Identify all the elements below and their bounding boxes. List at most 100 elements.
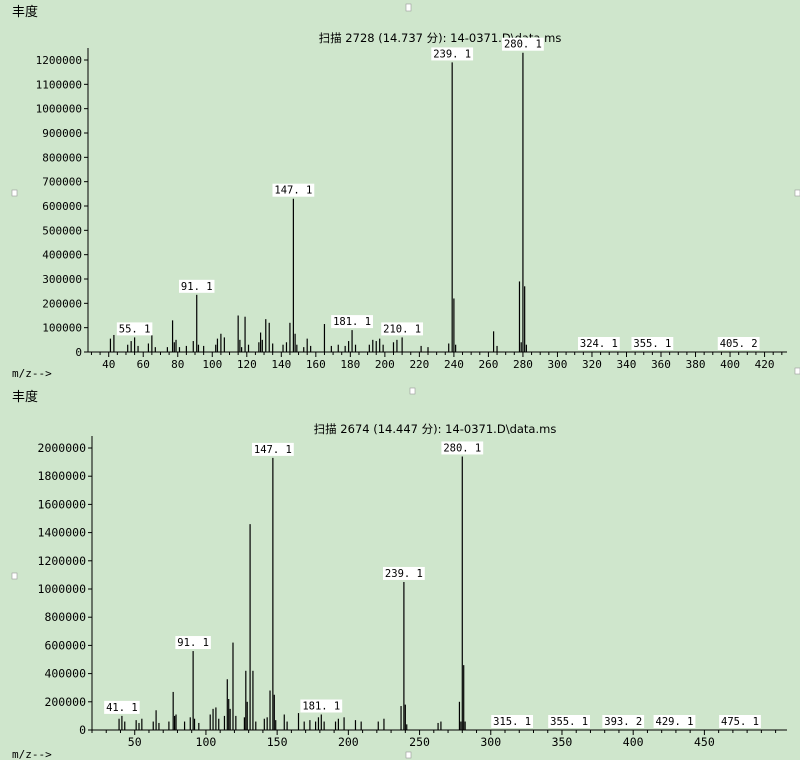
peak-label-bg xyxy=(382,566,425,580)
y-tick-label: 800000 xyxy=(42,151,82,164)
resize-handle-right-top[interactable] xyxy=(794,189,800,197)
peak-label-bg xyxy=(602,715,645,728)
peak-label-bg xyxy=(272,183,315,197)
peak-label: 55. 1 xyxy=(119,323,151,335)
y-tick-label: 1100000 xyxy=(36,78,82,91)
y-tick-label: 800000 xyxy=(44,610,86,624)
y-tick-label: 300000 xyxy=(42,273,82,286)
x-axis-title: m/z--> xyxy=(12,748,52,760)
peak-label: 280. 1 xyxy=(504,39,542,51)
peak-label-bg xyxy=(116,322,153,336)
peak-label: 181. 1 xyxy=(333,316,371,328)
x-tick-label: 100 xyxy=(202,358,222,371)
peak-label: 475. 1 xyxy=(721,716,759,728)
x-tick-label: 450 xyxy=(694,735,715,749)
peak-label-bg xyxy=(502,37,544,51)
x-tick-label: 250 xyxy=(409,735,430,749)
y-tick-label: 1000000 xyxy=(36,103,82,116)
resize-handle-left-top[interactable] xyxy=(11,189,18,197)
resize-handle-bottom[interactable] xyxy=(405,751,412,759)
y-tick-label: 400000 xyxy=(44,667,86,681)
peak-label: 147. 1 xyxy=(274,185,312,197)
x-tick-label: 160 xyxy=(306,358,326,371)
peak-label-bg xyxy=(631,337,674,350)
x-tick-label: 180 xyxy=(340,358,360,371)
x-tick-label: 360 xyxy=(651,358,671,371)
y-tick-label: 700000 xyxy=(42,176,82,189)
peak-label: 355. 1 xyxy=(550,716,588,728)
chart-title: 扫描 2728 (14.737 分): 14-0371.D\data.ms xyxy=(319,31,562,45)
y-tick-label: 1800000 xyxy=(38,469,87,483)
y-tick-label: 1400000 xyxy=(38,526,87,540)
x-tick-label: 40 xyxy=(102,358,115,371)
y-tick-label: 500000 xyxy=(42,224,82,237)
peak-label: 147. 1 xyxy=(254,444,292,456)
x-tick-label: 320 xyxy=(582,358,602,371)
y-tick-label: 1000000 xyxy=(38,582,87,596)
peak-label-bg xyxy=(251,442,294,456)
peak-label-bg xyxy=(300,699,343,713)
peak-label-bg xyxy=(381,322,424,336)
peak-label: 91. 1 xyxy=(177,637,209,649)
y-axis-title: 丰度 xyxy=(12,389,38,405)
y-tick-label: 1600000 xyxy=(38,497,87,511)
peak-label-bg xyxy=(719,715,761,728)
x-tick-label: 280 xyxy=(513,358,533,371)
x-tick-label: 350 xyxy=(552,735,573,749)
x-tick-label: 400 xyxy=(623,735,644,749)
peak-label: 239. 1 xyxy=(433,48,471,60)
peak-label: 393. 2 xyxy=(604,716,642,728)
y-tick-label: 0 xyxy=(75,346,82,359)
x-tick-label: 260 xyxy=(478,358,498,371)
x-tick-label: 100 xyxy=(196,735,217,749)
peak-label-bg xyxy=(717,337,760,350)
peak-label-bg xyxy=(331,315,373,329)
peak-label-bg xyxy=(548,715,591,728)
y-tick-label: 400000 xyxy=(42,249,82,262)
peak-label-bg xyxy=(577,337,620,350)
x-tick-label: 80 xyxy=(171,358,184,371)
spectrum-panel-top: 丰度 扫描 2728 (14.737 分): 14-0371.D\data.ms… xyxy=(12,4,787,380)
peak-label: 405. 2 xyxy=(720,338,758,350)
y-tick-label: 200000 xyxy=(42,297,82,310)
x-tick-label: 420 xyxy=(755,358,775,371)
x-tick-label: 300 xyxy=(480,735,501,749)
peak-label: 315. 1 xyxy=(493,716,531,728)
y-tick-label: 100000 xyxy=(42,322,82,335)
y-tick-label: 1200000 xyxy=(36,54,82,67)
peak-label-bg xyxy=(653,715,696,728)
peak-label: 210. 1 xyxy=(383,323,421,335)
y-tick-label: 0 xyxy=(79,723,86,737)
peak-label: 181. 1 xyxy=(302,700,340,712)
chart-title: 扫描 2674 (14.447 分): 14-0371.D\data.ms xyxy=(314,422,557,436)
peak-label: 239. 1 xyxy=(385,568,423,580)
peak-label-bg xyxy=(104,700,140,714)
x-tick-label: 140 xyxy=(271,358,291,371)
x-tick-label: 200 xyxy=(338,735,359,749)
resize-handle-right-mid[interactable] xyxy=(794,367,800,375)
peak-label-bg xyxy=(178,279,215,293)
peak-label-bg xyxy=(491,715,534,728)
resize-handle-top[interactable] xyxy=(405,3,412,12)
peak-label: 280. 1 xyxy=(443,442,481,454)
resize-handle-mid[interactable] xyxy=(409,387,416,395)
x-tick-label: 220 xyxy=(409,358,429,371)
x-tick-label: 120 xyxy=(237,358,257,371)
y-tick-label: 600000 xyxy=(42,200,82,213)
y-tick-label: 900000 xyxy=(42,127,82,140)
x-axis-title: m/z--> xyxy=(12,367,52,380)
peak-label: 41. 1 xyxy=(106,702,138,714)
peak-label-bg xyxy=(441,441,484,455)
y-axis-title: 丰度 xyxy=(12,4,38,20)
y-tick-label: 600000 xyxy=(44,638,86,652)
y-tick-label: 2000000 xyxy=(38,441,87,455)
x-tick-label: 240 xyxy=(444,358,464,371)
x-tick-label: 300 xyxy=(548,358,568,371)
x-tick-label: 200 xyxy=(375,358,395,371)
resize-handle-left-bottom[interactable] xyxy=(11,572,18,580)
x-tick-label: 50 xyxy=(128,735,142,749)
peak-label: 429. 1 xyxy=(656,716,694,728)
y-tick-label: 1200000 xyxy=(38,554,87,568)
